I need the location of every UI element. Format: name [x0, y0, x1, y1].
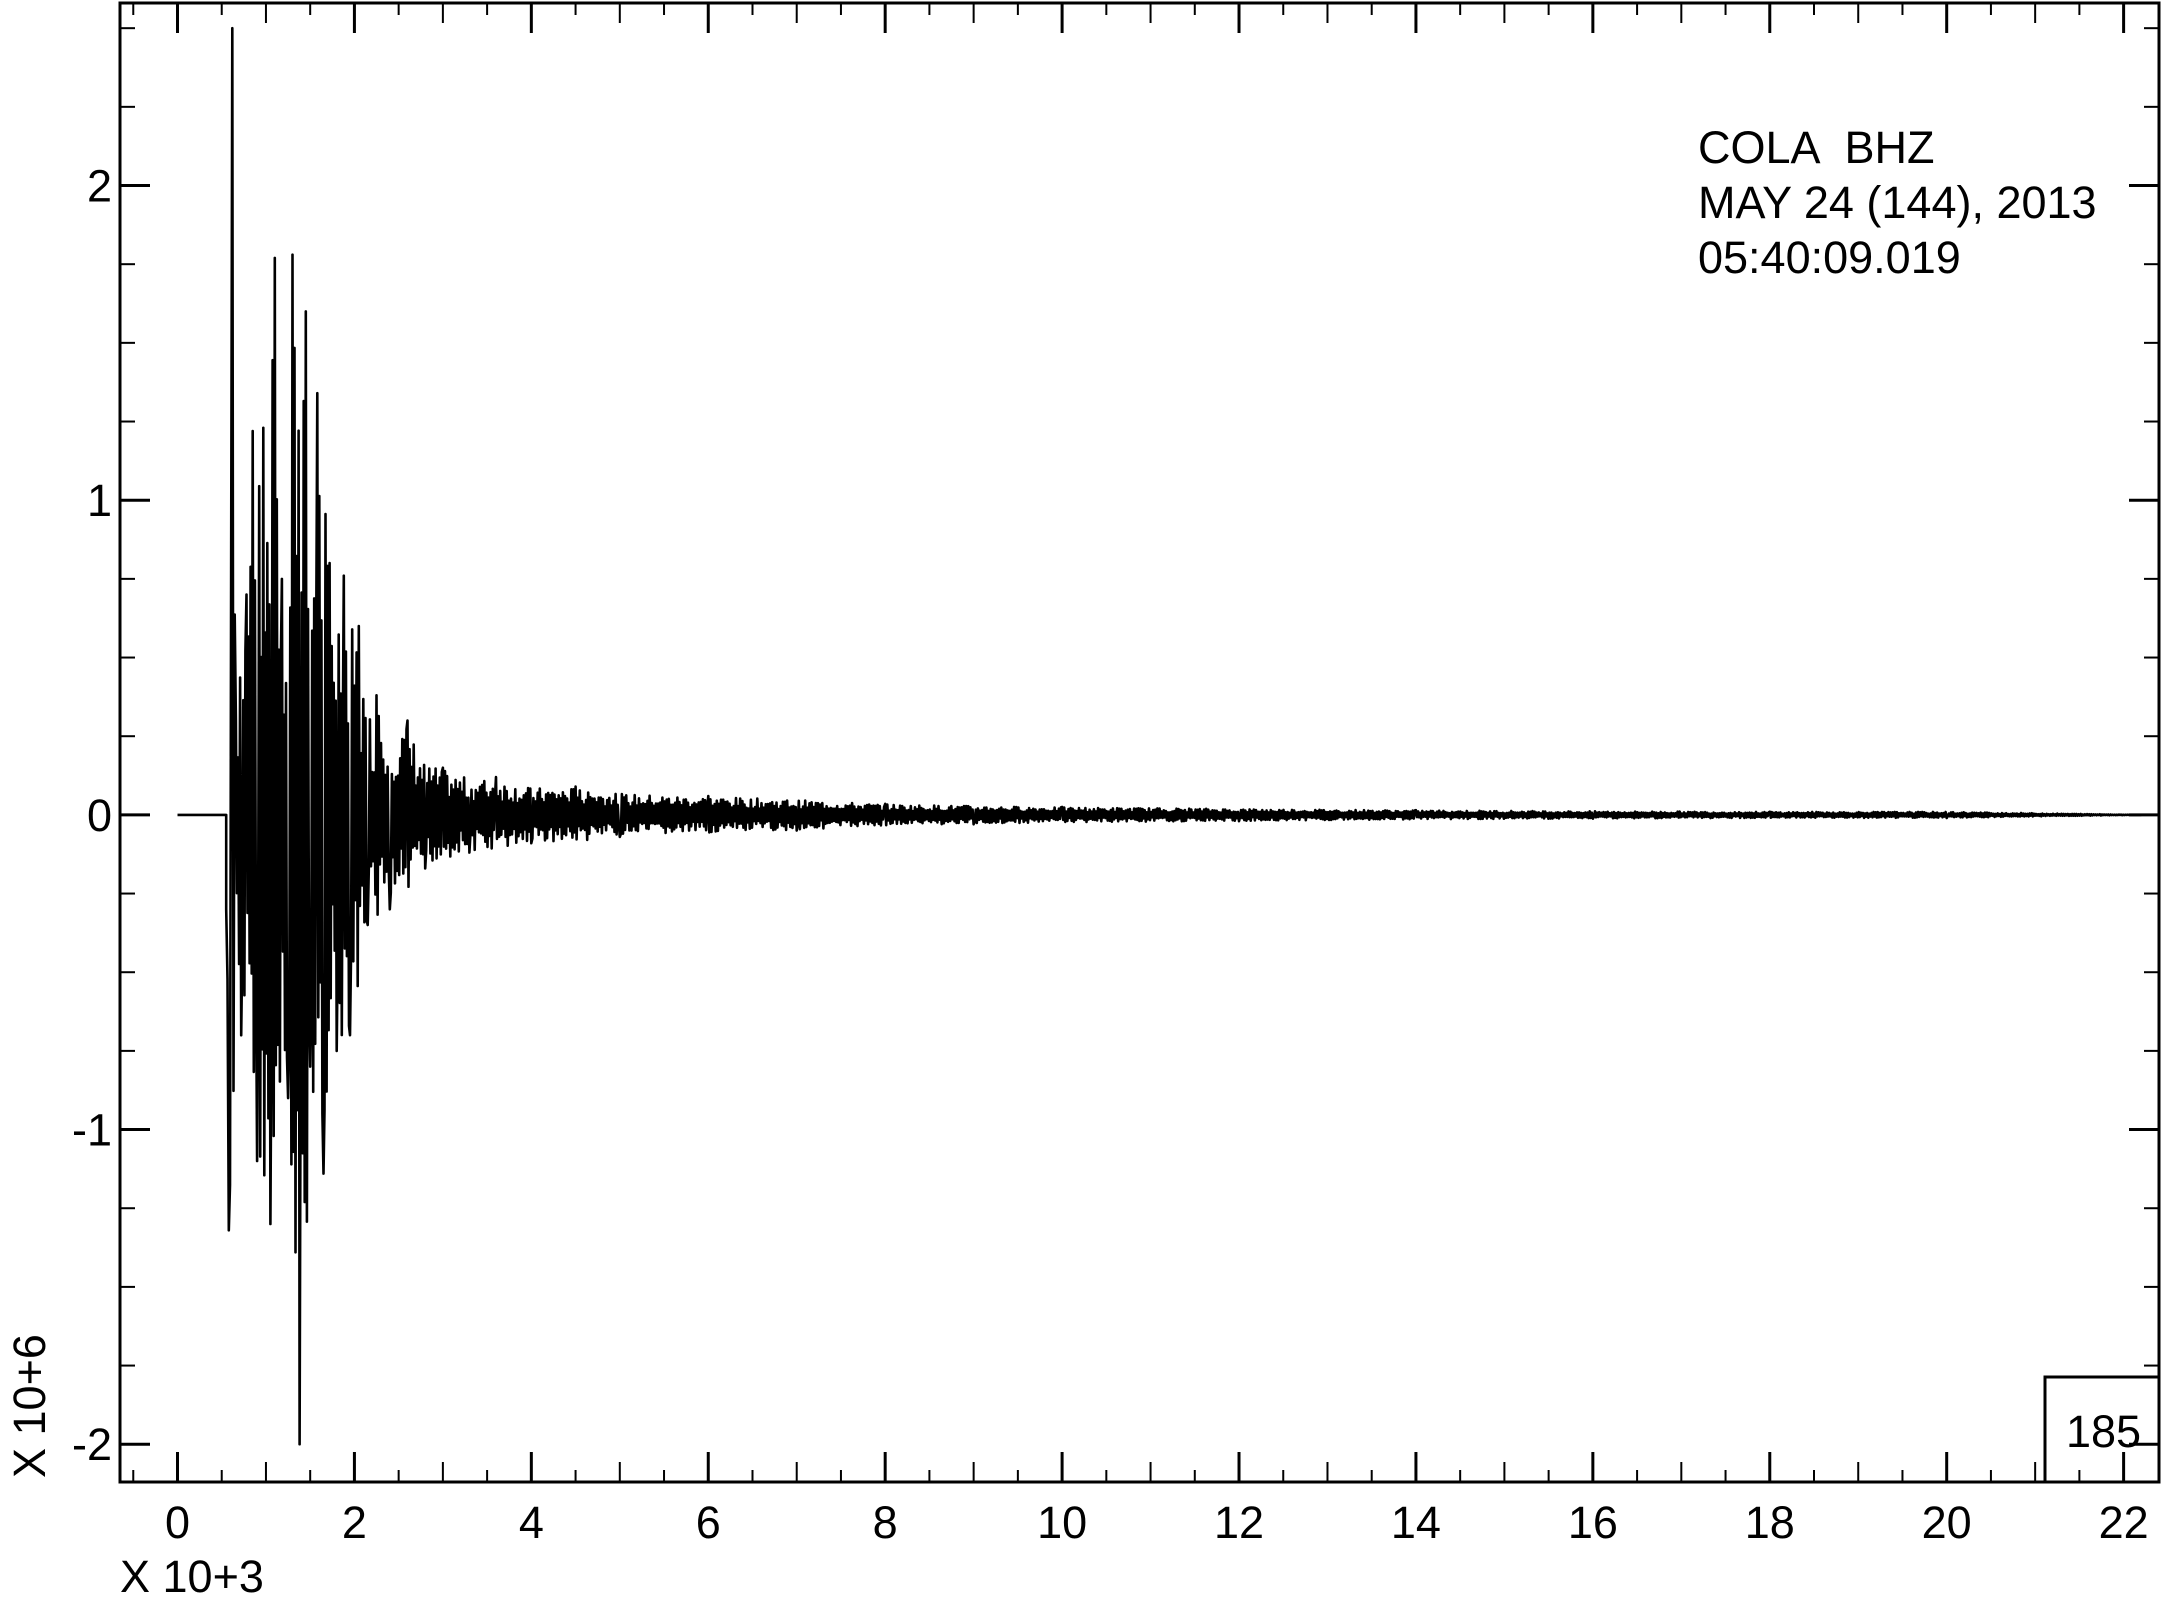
data-point	[618, 836, 621, 838]
y-tick-label: -2	[72, 1419, 112, 1470]
data-point	[406, 719, 409, 722]
data-point	[972, 823, 975, 826]
data-point	[795, 829, 798, 832]
data-point	[251, 430, 254, 432]
data-point	[287, 1097, 289, 1099]
data-point	[274, 257, 276, 259]
x-scale-multiplier: X 10+3	[120, 1551, 264, 1602]
x-tick-label: 8	[873, 1497, 898, 1548]
x-tick-label: 16	[1568, 1497, 1618, 1548]
y-tick-label: 2	[87, 161, 112, 212]
data-point	[1238, 820, 1240, 822]
data-point	[322, 1172, 325, 1175]
waveform-layer	[177, 26, 2143, 1446]
data-point	[884, 803, 886, 805]
data-point	[240, 1034, 242, 1036]
data-point	[366, 924, 369, 926]
y-axis: -2 -1 0 1 2	[72, 27, 2159, 1470]
x-tick-label: 4	[519, 1497, 544, 1548]
x-tick-label: 20	[1922, 1497, 1972, 1548]
x-tick-label: 2	[342, 1497, 367, 1548]
x-tick-label: 0	[165, 1497, 190, 1548]
series-line-trace	[177, 26, 2142, 1446]
data-point	[530, 842, 533, 844]
time-label: 05:40:09.019	[1698, 232, 1961, 283]
data-point	[1768, 810, 1771, 813]
data-point	[375, 694, 378, 697]
trace-header: COLA BHZ MAY 24 (144), 2013 05:40:09.019	[1698, 122, 2097, 283]
station-channel-label: COLA BHZ	[1698, 122, 1935, 173]
x-axis: 0 2 4 6 8 10 12 14 16 18 20 22	[132, 3, 2149, 1548]
x-tick-label: 6	[696, 1497, 721, 1548]
x-tick-label: 14	[1391, 1497, 1441, 1548]
data-point	[298, 1443, 301, 1446]
data-point	[245, 593, 248, 596]
trace-number-box	[2043, 1375, 2161, 1484]
y-scale-multiplier: X 10+6	[4, 1334, 55, 1478]
x-tick-label: 22	[2099, 1497, 2149, 1548]
data-point	[468, 851, 471, 854]
data-point	[231, 27, 234, 29]
data-point	[328, 562, 331, 564]
data-point	[225, 908, 227, 911]
y-tick-label: 1	[87, 475, 112, 526]
data-point	[262, 427, 265, 429]
data-point	[349, 1034, 351, 1036]
data-point	[291, 253, 294, 256]
data-point	[304, 310, 307, 313]
data-point	[424, 867, 426, 870]
data-point	[269, 1223, 272, 1225]
station-name: COLA	[1698, 122, 1821, 173]
trace-number-label: 185	[2066, 1406, 2141, 1457]
data-point	[1415, 809, 1417, 811]
data-point	[442, 766, 444, 769]
data-point	[1945, 817, 1948, 819]
x-tick-label: 12	[1214, 1497, 1264, 1548]
x-tick-label: 18	[1745, 1497, 1795, 1548]
data-point	[235, 719, 237, 722]
data-point	[495, 776, 497, 778]
x-tick-label: 10	[1037, 1497, 1087, 1548]
data-point	[316, 392, 319, 395]
channel-name: BHZ	[1845, 122, 1935, 173]
data-point	[335, 1050, 338, 1052]
data-point	[343, 574, 345, 577]
data-point	[707, 795, 710, 797]
data-point	[1592, 817, 1594, 820]
date-label: MAY 24 (144), 2013	[1698, 177, 2097, 228]
data-point	[256, 1160, 258, 1162]
y-tick-label: 0	[87, 790, 112, 841]
data-point	[358, 625, 360, 627]
data-point	[309, 1065, 311, 1068]
data-point	[281, 578, 283, 580]
data-point	[1061, 806, 1063, 808]
y-tick-label: -1	[72, 1105, 112, 1156]
plot-frame	[118, 1, 2161, 1484]
data-point	[228, 1229, 230, 1232]
data-point	[389, 908, 391, 911]
data-point	[574, 785, 577, 788]
